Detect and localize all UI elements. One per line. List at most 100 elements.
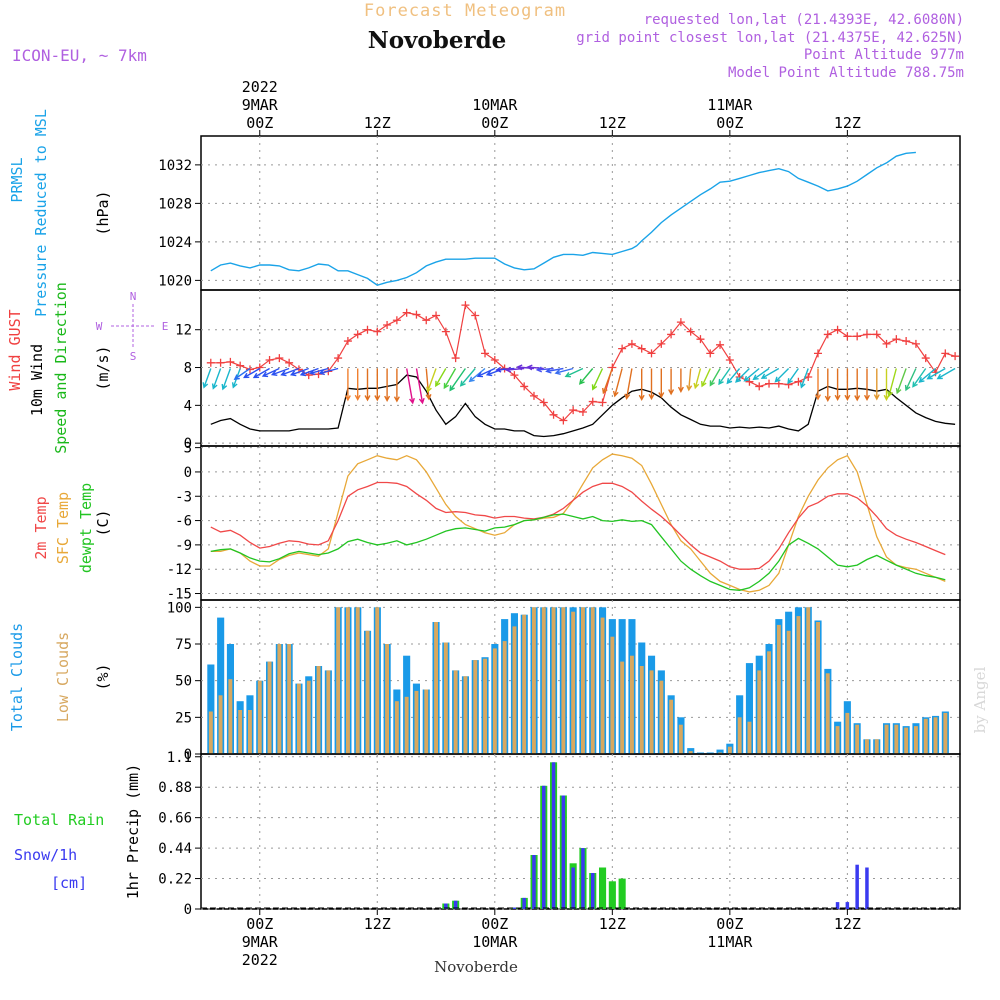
gust-marker bbox=[422, 316, 431, 325]
gust-marker bbox=[353, 330, 362, 339]
low-cloud-bar bbox=[776, 624, 781, 754]
low-cloud-bar bbox=[855, 724, 860, 754]
gust-marker bbox=[432, 311, 441, 320]
grid-point-coords: grid point closest lon,lat (21.4375E, 42… bbox=[576, 30, 964, 46]
low-cloud-bar bbox=[522, 614, 527, 754]
low-cloud-bar bbox=[933, 717, 938, 754]
ylabel-10m-wind: 10m Wind bbox=[28, 344, 46, 416]
gust-marker bbox=[794, 377, 803, 386]
wind-arrow bbox=[364, 368, 371, 402]
low-cloud-bar bbox=[688, 751, 693, 754]
gust-marker bbox=[265, 355, 274, 364]
snow-bar bbox=[512, 907, 517, 909]
y-tick-label: -6 bbox=[175, 514, 192, 530]
low-cloud-bar bbox=[434, 622, 438, 754]
gust-marker bbox=[343, 337, 352, 346]
low-cloud-bar bbox=[904, 727, 909, 754]
low-cloud-bar bbox=[414, 690, 419, 754]
low-cloud-bar bbox=[365, 630, 370, 754]
low-cloud-bar bbox=[228, 679, 233, 754]
wind-arrow bbox=[545, 367, 564, 374]
ylabel-dewpt: dewpt Temp bbox=[77, 483, 95, 573]
low-cloud-bar bbox=[404, 696, 409, 754]
gust-marker bbox=[245, 365, 254, 374]
low-cloud-bar bbox=[443, 642, 448, 754]
low-cloud-bar bbox=[884, 724, 889, 754]
y-tick-label: 0.44 bbox=[158, 841, 192, 857]
wind-arrow bbox=[384, 368, 391, 402]
top-time-label: 00Z bbox=[716, 114, 743, 132]
wind-arrow bbox=[677, 368, 684, 393]
ylabel-total-clouds: Total Clouds bbox=[8, 623, 26, 731]
low-cloud-bar bbox=[874, 739, 879, 754]
low-cloud-bar bbox=[865, 739, 869, 754]
wind-arrow bbox=[299, 367, 319, 377]
total-cloud-bar bbox=[745, 663, 753, 754]
watermark: by Angel bbox=[971, 666, 989, 733]
top-time-label: 9MAR bbox=[242, 96, 279, 114]
wind-arrow bbox=[270, 367, 290, 376]
wind-arrow bbox=[648, 368, 655, 401]
wind-arrow bbox=[686, 368, 693, 392]
gust-marker bbox=[637, 344, 646, 353]
gust-marker bbox=[334, 354, 343, 363]
low-cloud-bar bbox=[463, 676, 468, 754]
gust-marker bbox=[441, 327, 450, 336]
label-total-rain: Total Rain bbox=[14, 811, 104, 829]
y-tick-label: 1032 bbox=[158, 158, 192, 174]
gust-marker bbox=[510, 371, 519, 380]
model-label: ICON-EU, ~ 7km bbox=[12, 46, 147, 65]
top-time-label: 12Z bbox=[834, 114, 861, 132]
wind-arrow bbox=[202, 368, 212, 389]
y-tick-label: 0 bbox=[184, 465, 192, 481]
gust-line bbox=[210, 303, 956, 422]
gust-marker bbox=[373, 327, 382, 336]
top-time-label: 00Z bbox=[481, 114, 508, 132]
low-cloud-bar bbox=[816, 622, 820, 754]
low-cloud-bar bbox=[326, 670, 331, 754]
low-cloud-bar bbox=[630, 655, 634, 754]
snow-bar bbox=[444, 903, 448, 909]
snow-bar bbox=[581, 848, 585, 909]
low-cloud-bar bbox=[767, 651, 771, 754]
wind-arrow bbox=[787, 368, 799, 385]
compass-cross bbox=[111, 304, 155, 348]
gust-marker bbox=[862, 330, 871, 339]
wind-arrow bbox=[535, 366, 554, 373]
snow-bar bbox=[571, 867, 575, 909]
low-cloud-bar bbox=[835, 726, 840, 754]
panel-3: 0 25 50 75 100 (%) Total Clouds Low Clouds bbox=[8, 599, 961, 763]
wind-arrow bbox=[926, 367, 946, 380]
total-cloud-bar bbox=[207, 664, 215, 754]
low-cloud-bar bbox=[610, 636, 615, 754]
wind-arrow bbox=[393, 368, 400, 403]
low-cloud-bar bbox=[620, 661, 625, 754]
snow-bar bbox=[551, 762, 556, 909]
gust-marker bbox=[627, 339, 636, 348]
wind-arrow bbox=[289, 367, 309, 377]
snow-bar bbox=[845, 902, 850, 909]
wind-arrow bbox=[824, 368, 831, 402]
bottom-time-label: 12Z bbox=[599, 915, 626, 933]
gust-marker bbox=[285, 358, 294, 367]
y-tick-label: 12 bbox=[175, 323, 192, 339]
y-tick-label: -12 bbox=[167, 562, 192, 578]
top-time-label: 10MAR bbox=[472, 96, 518, 114]
wind-arrow bbox=[912, 368, 927, 388]
panels: 1020 1024 1028 1032 (hPa) PRMSL Pressure Reduc… bbox=[6, 109, 961, 918]
low-cloud-bar bbox=[600, 617, 605, 754]
gust-marker bbox=[549, 410, 558, 419]
rain-bar bbox=[608, 881, 616, 909]
low-cloud-bar bbox=[473, 660, 478, 754]
gust-marker bbox=[745, 377, 754, 386]
snow-bar bbox=[542, 785, 546, 909]
low-cloud-bar bbox=[757, 670, 762, 754]
y-tick-label: 3 bbox=[184, 441, 192, 457]
gust-marker bbox=[872, 330, 881, 339]
compass-n: N bbox=[130, 290, 137, 303]
wind-arrow bbox=[426, 368, 437, 393]
y-tick-label: -15 bbox=[167, 587, 192, 603]
snow-bar bbox=[453, 900, 458, 909]
